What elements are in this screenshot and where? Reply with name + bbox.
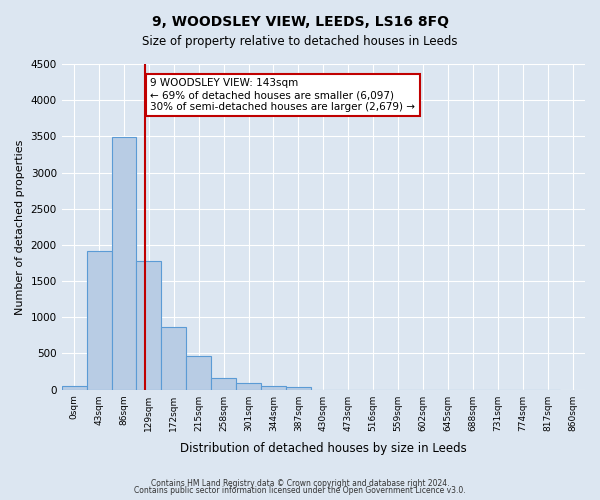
Bar [261,386,286,390]
Bar [186,356,211,390]
Bar [211,378,236,390]
Text: Contains HM Land Registry data © Crown copyright and database right 2024.: Contains HM Land Registry data © Crown c… [151,478,449,488]
Y-axis label: Number of detached properties: Number of detached properties [15,139,25,314]
Text: Contains public sector information licensed under the Open Government Licence v3: Contains public sector information licen… [134,486,466,495]
Bar [161,328,186,390]
Bar [136,261,161,390]
Text: 9, WOODSLEY VIEW, LEEDS, LS16 8FQ: 9, WOODSLEY VIEW, LEEDS, LS16 8FQ [151,15,449,29]
Text: 9 WOODSLEY VIEW: 143sqm
← 69% of detached houses are smaller (6,097)
30% of semi: 9 WOODSLEY VIEW: 143sqm ← 69% of detache… [151,78,415,112]
Bar [286,387,311,390]
X-axis label: Distribution of detached houses by size in Leeds: Distribution of detached houses by size … [180,442,467,455]
Bar [236,383,261,390]
Bar [62,386,86,390]
Text: Size of property relative to detached houses in Leeds: Size of property relative to detached ho… [142,35,458,48]
Bar [86,252,112,390]
Bar [112,137,136,390]
